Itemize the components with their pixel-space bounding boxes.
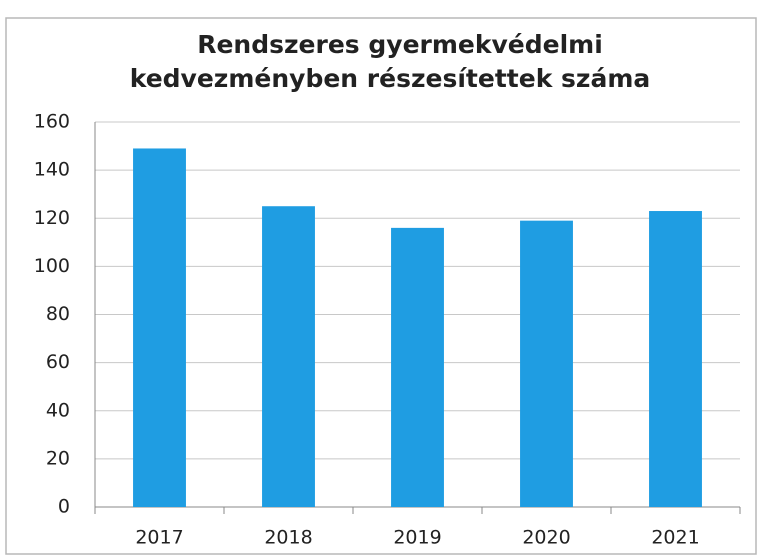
chart-title: kedvezményben részesítettek száma	[130, 64, 651, 93]
bar	[520, 220, 573, 507]
x-tick-label: 2018	[264, 527, 312, 549]
bar	[391, 227, 444, 507]
y-tick-label: 120	[34, 207, 70, 229]
y-tick-label: 80	[46, 303, 70, 325]
x-tick-label: 2021	[651, 527, 699, 549]
chart-frame	[5, 17, 757, 555]
bar	[262, 206, 315, 507]
y-tick-label: 40	[46, 399, 70, 421]
y-tick-label: 20	[46, 447, 70, 469]
y-tick-label: 140	[34, 159, 70, 181]
y-tick-label: 100	[34, 255, 70, 277]
x-tick-label: 2017	[135, 527, 183, 549]
chart-title: Rendszeres gyermekvédelmi	[197, 30, 603, 59]
y-tick-label: 160	[34, 111, 70, 133]
bar	[649, 211, 702, 507]
x-tick-label: 2019	[393, 527, 441, 549]
y-tick-label: 0	[58, 496, 70, 518]
x-tick-label: 2020	[522, 527, 570, 549]
y-tick-label: 60	[46, 351, 70, 373]
bar	[133, 148, 186, 507]
